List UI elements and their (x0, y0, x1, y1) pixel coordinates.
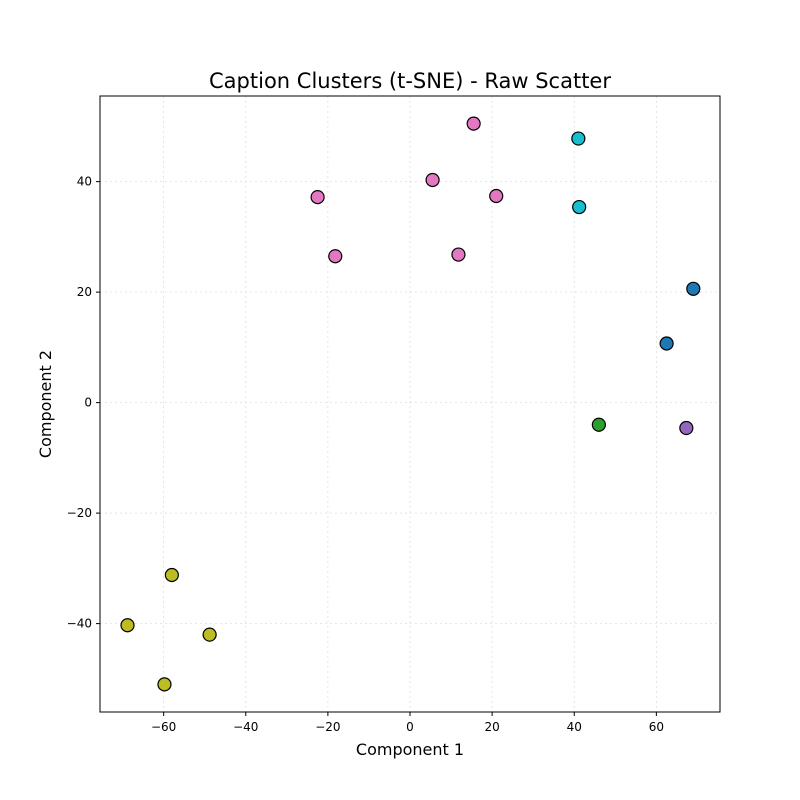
x-tick-label: 0 (406, 720, 414, 734)
y-axis-ticks: −40 −20 0 20 40 (67, 175, 100, 631)
x-tick-label: −40 (233, 720, 258, 734)
scatter-point (310, 190, 325, 205)
x-axis-label: Component 1 (356, 740, 464, 759)
scatter-point (686, 281, 701, 296)
x-tick-label: −20 (315, 720, 340, 734)
y-tick-label: 0 (84, 396, 92, 410)
y-tick-label: 40 (77, 175, 92, 189)
y-axis-label: Component 2 (36, 350, 55, 458)
scatter-point (425, 172, 440, 188)
scatter-point (451, 247, 466, 262)
chart-title: Caption Clusters (t-SNE) - Raw Scatter (209, 69, 611, 93)
scatter-point (591, 417, 606, 432)
x-tick-label: 20 (484, 720, 499, 734)
scatter-point (466, 116, 481, 131)
scatter-point (120, 618, 135, 633)
scatter-point (572, 199, 587, 215)
y-tick-label: 20 (77, 285, 92, 299)
scatter-point (164, 567, 179, 583)
x-axis-ticks: −60 −40 −20 0 20 40 60 (151, 712, 664, 734)
scatter-point (489, 188, 504, 204)
scatter-point (571, 131, 586, 146)
data-points (120, 116, 701, 692)
y-tick-label: −20 (67, 506, 92, 520)
plot-area (100, 96, 720, 712)
x-tick-label: 40 (567, 720, 582, 734)
scatter-point (157, 677, 172, 692)
x-tick-label: 60 (649, 720, 664, 734)
scatter-point (202, 627, 217, 642)
grid-lines (100, 96, 720, 712)
scatter-point (679, 420, 694, 436)
scatter-point (659, 336, 674, 351)
y-tick-label: −40 (67, 617, 92, 631)
x-tick-label: −60 (151, 720, 176, 734)
scatter-point (328, 249, 343, 264)
